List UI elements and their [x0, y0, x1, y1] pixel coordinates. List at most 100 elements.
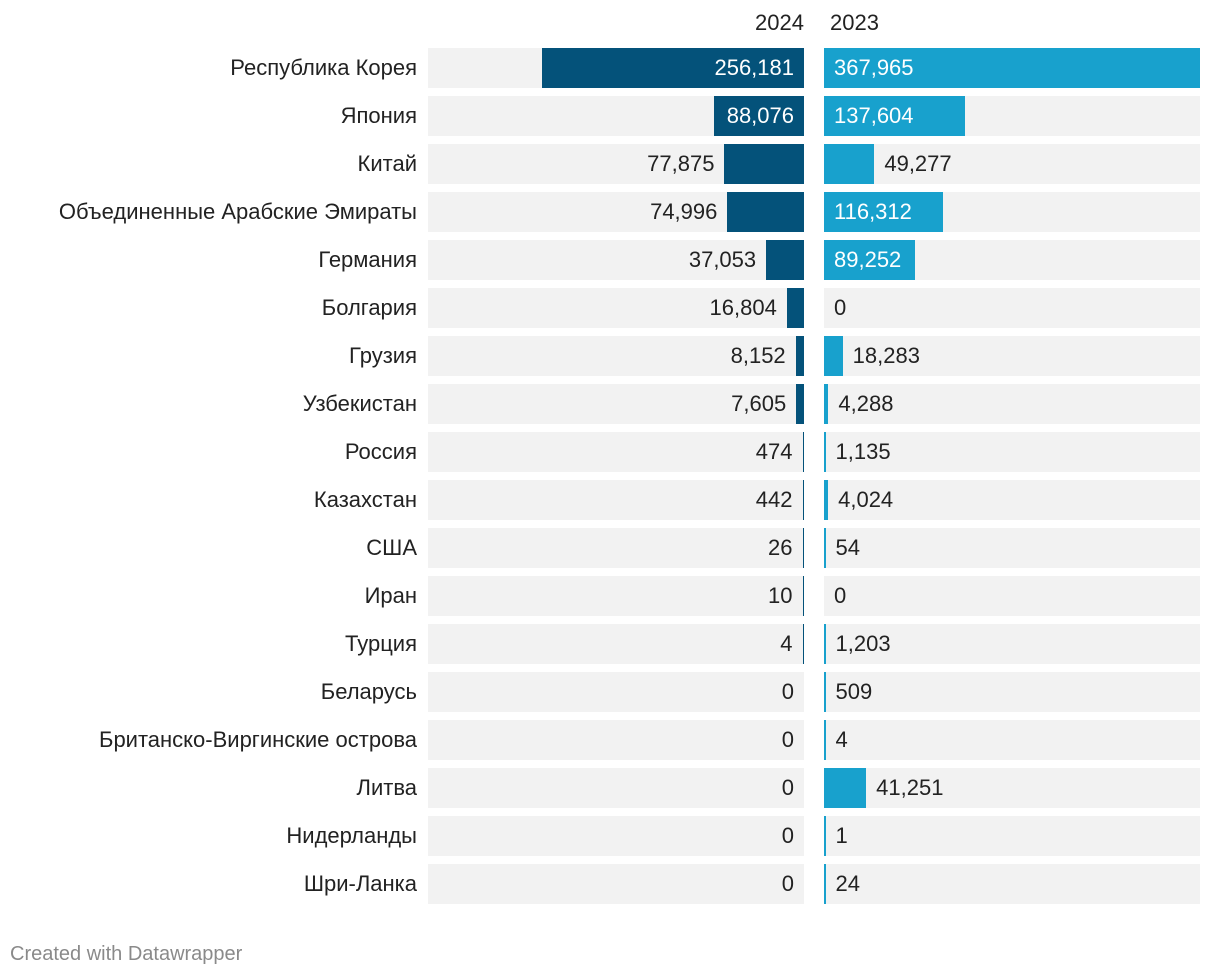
bar-2023 [824, 48, 1200, 88]
bar-2024 [542, 48, 804, 88]
bar-2023 [824, 480, 829, 520]
bar-track-2023 [824, 336, 1200, 376]
value-label-2024: 7,605 [731, 391, 787, 416]
bar-track-2024 [428, 432, 804, 472]
category-label: Грузия [349, 343, 417, 368]
chart-row: Япония 88,076 137,604 [0, 96, 1220, 136]
value-label-2024: 16,804 [709, 295, 777, 320]
value-label-2024: 37,053 [688, 247, 757, 272]
value-label-2024: 0 [781, 679, 794, 704]
bar-track-2023 [824, 624, 1200, 664]
bar-2023 [824, 336, 843, 376]
column-header-2024: 2024 [755, 10, 804, 35]
bar-track-2023 [824, 288, 1200, 328]
value-label-2024: 442 [755, 487, 793, 512]
category-label: Россия [344, 439, 417, 464]
value-label-2024: 0 [781, 727, 794, 752]
category-label: Иран [364, 583, 417, 608]
bar-2024 [802, 624, 804, 664]
chart-row: Узбекистан 7,605 4,288 [0, 384, 1220, 424]
value-label-2024: 74,996 [650, 199, 718, 224]
bar-track-2024 [428, 288, 804, 328]
value-label-2023: 4,024 [838, 487, 894, 512]
bar-track-2023 [824, 816, 1200, 856]
bar-2023 [824, 864, 826, 904]
value-label-2023: 1,135 [835, 439, 891, 464]
chart-row: Нидерланды 0 1 [0, 816, 1220, 856]
chart-row: Болгария 16,804 0 [0, 288, 1220, 328]
chart-row: Китай 77,875 49,277 [0, 144, 1220, 184]
value-label-2023: 1 [835, 823, 848, 848]
bar-track-2024 [428, 864, 804, 904]
value-label-2024: 0 [781, 823, 794, 848]
category-label: Шри-Ланка [303, 871, 417, 896]
chart-row: Казахстан 442 4,024 [0, 480, 1220, 520]
bar-2024 [714, 96, 804, 136]
bar-2024 [796, 384, 804, 424]
value-label-2024: 8,152 [730, 343, 786, 368]
bar-2023 [824, 240, 916, 280]
category-label: Болгария [321, 295, 417, 320]
value-label-2023: 0 [834, 583, 847, 608]
bar-track-2023 [824, 768, 1200, 808]
bar-track-2024 [428, 480, 804, 520]
chart-row: Турция 4 1,203 [0, 624, 1220, 664]
bar-track-2024 [428, 672, 804, 712]
value-label-2024: 4 [780, 631, 793, 656]
category-label: Китай [357, 151, 417, 176]
bar-track-2024 [428, 720, 804, 760]
category-label: Нидерланды [286, 823, 417, 848]
chart-row: США 26 54 [0, 528, 1220, 568]
value-label-2023: 367,965 [834, 55, 914, 80]
category-label: Республика Корея [230, 55, 417, 80]
bar-2023 [824, 768, 867, 808]
chart-row: Беларусь 0 509 [0, 672, 1220, 712]
bar-2023 [824, 720, 826, 760]
value-label-2024: 0 [781, 775, 794, 800]
chart-row: Германия 37,053 89,252 [0, 240, 1220, 280]
chart-row: Россия 474 1,135 [0, 432, 1220, 472]
bar-2024 [727, 192, 804, 232]
bar-2024 [802, 432, 804, 472]
category-label: Япония [340, 103, 417, 128]
bar-2023 [824, 672, 826, 712]
value-label-2023: 137,604 [834, 103, 914, 128]
value-label-2023: 54 [835, 535, 860, 560]
bar-track-2023 [824, 384, 1200, 424]
chart-row: Литва 0 41,251 [0, 768, 1220, 808]
bar-track-2024 [428, 624, 804, 664]
category-label: Германия [318, 247, 417, 272]
bar-2023 [824, 432, 826, 472]
bar-track-2024 [428, 768, 804, 808]
category-label: Британско-Виргинские острова [99, 727, 417, 752]
value-label-2024: 474 [755, 439, 793, 464]
bar-2023 [824, 816, 826, 856]
bar-2023 [824, 384, 829, 424]
bar-track-2024 [428, 576, 804, 616]
value-label-2023: 509 [835, 679, 873, 704]
value-label-2023: 4 [835, 727, 848, 752]
bar-2023 [824, 144, 875, 184]
bar-track-2023 [824, 480, 1200, 520]
chart-row: Иран 10 0 [0, 576, 1220, 616]
category-label: Казахстан [313, 487, 417, 512]
value-label-2024: 10 [768, 583, 793, 608]
split-bar-chart: 2024 2023 Республика Корея 256,181 367,965… [0, 10, 1220, 904]
category-label: США [366, 535, 417, 560]
bar-track-2023 [824, 576, 1200, 616]
value-label-2024: 256,181 [714, 55, 794, 80]
datawrapper-credit[interactable]: Created with Datawrapper [10, 943, 243, 965]
value-label-2023: 116,312 [834, 199, 912, 224]
category-label: Узбекистан [302, 391, 417, 416]
chart-row: Шри-Ланка 0 24 [0, 864, 1220, 904]
bar-2023 [824, 96, 965, 136]
category-label: Объединенные Арабские Эмираты [58, 199, 417, 224]
value-label-2023: 4,288 [838, 391, 894, 416]
bar-2024 [724, 144, 804, 184]
value-label-2023: 0 [834, 295, 847, 320]
value-label-2023: 24 [835, 871, 860, 896]
category-label: Беларусь [320, 679, 417, 704]
bar-track-2023 [824, 720, 1200, 760]
bar-track-2023 [824, 144, 1200, 184]
value-label-2024: 88,076 [726, 103, 794, 128]
